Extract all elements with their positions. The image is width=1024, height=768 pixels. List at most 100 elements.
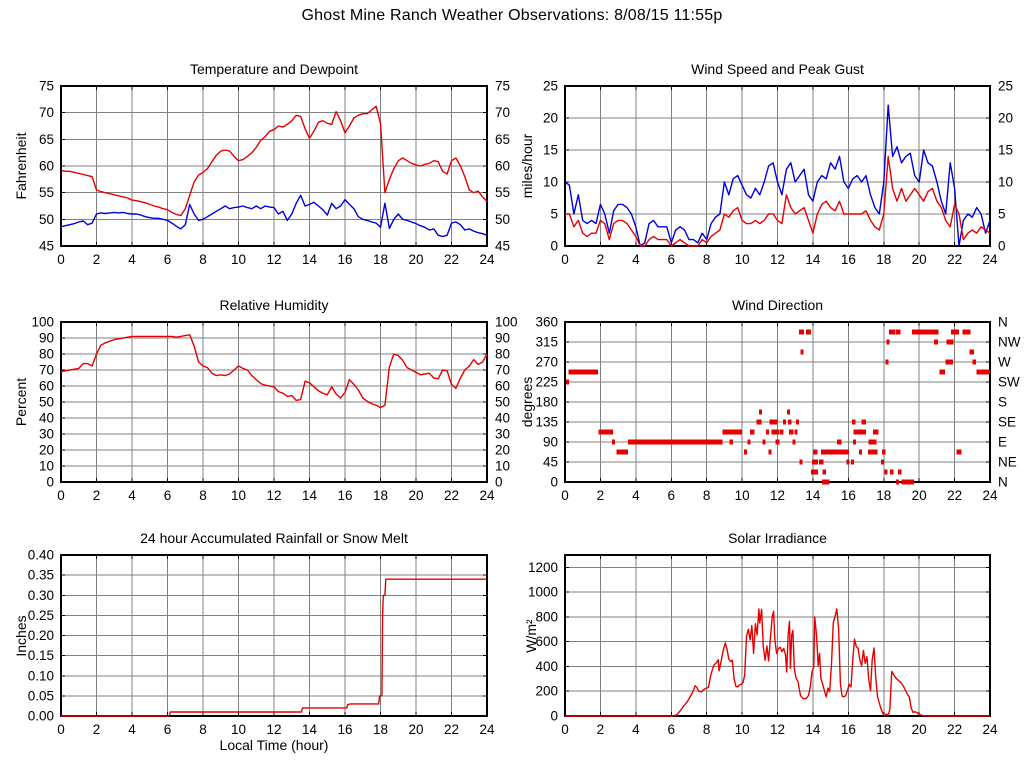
svg-text:SE: SE [998, 415, 1016, 430]
svg-text:1000: 1000 [528, 585, 558, 600]
svg-text:800: 800 [535, 609, 558, 624]
svg-text:18: 18 [876, 488, 891, 503]
svg-text:0.20: 0.20 [28, 628, 54, 643]
svg-text:18: 18 [876, 722, 891, 737]
svg-text:24: 24 [982, 252, 998, 267]
svg-text:18: 18 [373, 722, 388, 737]
svg-text:50: 50 [495, 212, 510, 227]
svg-text:24: 24 [982, 488, 998, 503]
chart-title-rainfall: 24 hour Accumulated Rainfall or Snow Mel… [140, 530, 408, 546]
svg-text:0: 0 [57, 488, 65, 503]
svg-text:15: 15 [543, 143, 558, 158]
svg-text:4: 4 [632, 488, 640, 503]
svg-text:14: 14 [805, 488, 821, 503]
svg-text:270: 270 [535, 355, 558, 370]
svg-text:0: 0 [550, 709, 558, 724]
svg-text:4: 4 [632, 252, 640, 267]
svg-text:24: 24 [479, 252, 495, 267]
svg-text:5: 5 [998, 207, 1006, 222]
svg-text:75: 75 [495, 79, 510, 94]
svg-text:0: 0 [46, 475, 54, 490]
svg-text:4: 4 [632, 722, 640, 737]
svg-text:50: 50 [39, 395, 54, 410]
svg-text:80: 80 [495, 347, 510, 362]
chart-title-temperature-dewpoint: Temperature and Dewpoint [189, 61, 359, 77]
svg-text:16: 16 [841, 488, 856, 503]
svg-text:75: 75 [39, 79, 54, 94]
svg-text:6: 6 [667, 722, 675, 737]
svg-text:10: 10 [735, 488, 750, 503]
svg-text:20: 20 [408, 488, 423, 503]
svg-text:0: 0 [550, 475, 558, 490]
svg-text:600: 600 [535, 634, 558, 649]
svg-text:45: 45 [39, 239, 54, 254]
svg-text:16: 16 [337, 722, 352, 737]
svg-text:0.15: 0.15 [28, 648, 54, 663]
svg-text:18: 18 [373, 252, 388, 267]
svg-text:22: 22 [444, 252, 459, 267]
svg-text:8: 8 [199, 252, 207, 267]
svg-text:10: 10 [998, 175, 1013, 190]
svg-text:14: 14 [805, 252, 821, 267]
svg-text:2: 2 [93, 488, 101, 503]
svg-text:45: 45 [495, 239, 510, 254]
solar-irradiance-plot: 0 2 4 6 8 10 12 14 16 18 20 22 240200400600800100012… [528, 554, 998, 737]
svg-text:14: 14 [302, 722, 318, 737]
svg-text:6: 6 [164, 488, 172, 503]
svg-text:45: 45 [543, 455, 558, 470]
svg-text:55: 55 [495, 185, 510, 200]
svg-text:24: 24 [479, 488, 495, 503]
svg-text:18: 18 [876, 252, 891, 267]
svg-text:12: 12 [770, 488, 785, 503]
svg-text:100: 100 [31, 315, 54, 330]
svg-text:12: 12 [770, 722, 785, 737]
svg-text:0: 0 [561, 488, 569, 503]
svg-text:55: 55 [39, 185, 54, 200]
svg-text:50: 50 [39, 212, 54, 227]
svg-text:0: 0 [998, 239, 1006, 254]
svg-text:10: 10 [735, 252, 750, 267]
svg-text:90: 90 [39, 331, 54, 346]
svg-text:20: 20 [408, 252, 423, 267]
svg-text:24: 24 [982, 722, 998, 737]
svg-text:10: 10 [39, 459, 54, 474]
svg-text:25: 25 [998, 79, 1013, 94]
svg-text:4: 4 [128, 722, 136, 737]
svg-text:0.05: 0.05 [28, 688, 54, 703]
svg-text:2: 2 [93, 722, 101, 737]
svg-text:S: S [998, 395, 1007, 410]
chart-title-solar-irradiance: Solar Irradiance [728, 530, 827, 546]
svg-text:315: 315 [535, 335, 558, 350]
svg-text:24: 24 [479, 722, 495, 737]
svg-text:4: 4 [128, 252, 136, 267]
svg-text:90: 90 [543, 435, 558, 450]
svg-text:20: 20 [912, 252, 927, 267]
svg-text:8: 8 [199, 488, 207, 503]
svg-text:60: 60 [39, 379, 54, 394]
chart-title-wind-speed-gust: Wind Speed and Peak Gust [691, 61, 864, 77]
svg-text:8: 8 [703, 252, 711, 267]
svg-text:0: 0 [57, 722, 65, 737]
svg-text:16: 16 [337, 488, 352, 503]
svg-text:NE: NE [998, 455, 1017, 470]
svg-text:2: 2 [93, 252, 101, 267]
svg-text:2: 2 [597, 722, 605, 737]
svg-text:6: 6 [667, 488, 675, 503]
svg-text:60: 60 [495, 159, 510, 174]
chart-title-wind-direction: Wind Direction [731, 297, 824, 313]
svg-text:20: 20 [912, 488, 927, 503]
rainfall-plot: 0 2 4 6 8 10 12 14 16 18 20 22 240.000.050.100.150.2… [28, 548, 495, 738]
svg-text:6: 6 [667, 252, 675, 267]
svg-text:70: 70 [495, 363, 510, 378]
svg-text:20: 20 [912, 722, 927, 737]
svg-text:16: 16 [841, 722, 856, 737]
svg-text:6: 6 [164, 252, 172, 267]
svg-text:0: 0 [495, 475, 503, 490]
svg-text:12: 12 [266, 722, 281, 737]
svg-text:225: 225 [535, 375, 558, 390]
